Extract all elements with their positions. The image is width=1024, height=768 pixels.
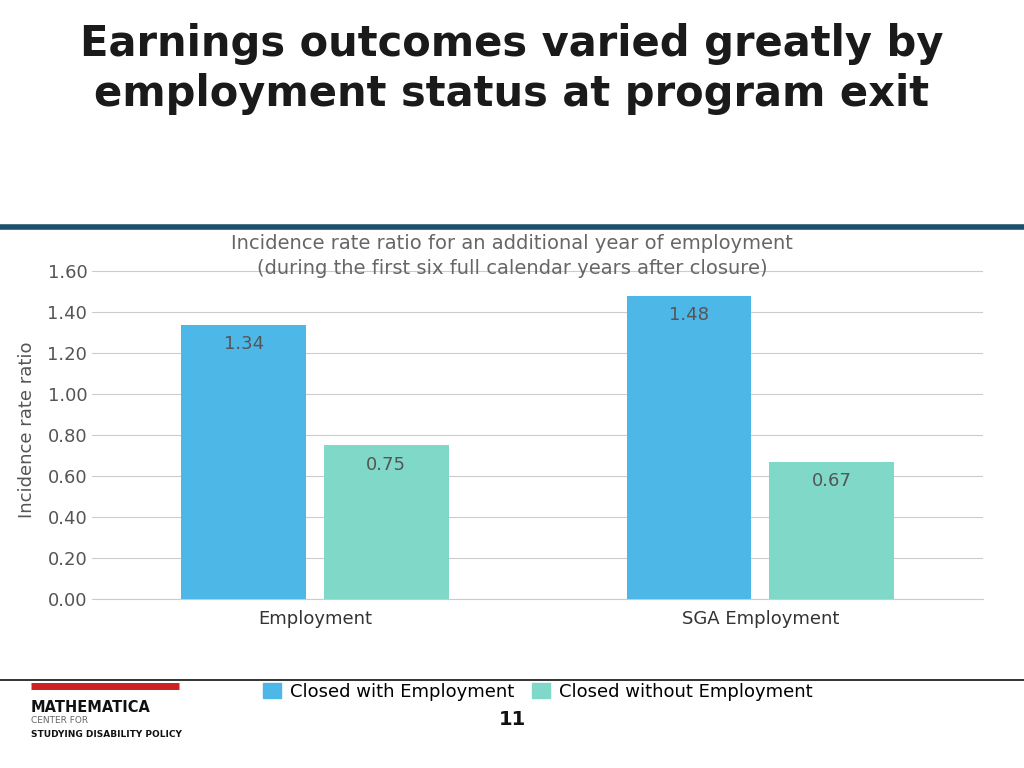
Text: MATHEMATICA: MATHEMATICA	[31, 700, 151, 716]
Bar	[324, 445, 449, 599]
Text: 1.48: 1.48	[669, 306, 709, 324]
Bar	[181, 325, 306, 599]
Legend: Closed with Employment, Closed without Employment: Closed with Employment, Closed without E…	[255, 676, 820, 708]
Y-axis label: Incidence rate ratio: Incidence rate ratio	[18, 342, 36, 518]
Bar	[769, 462, 894, 599]
Text: 1.34: 1.34	[223, 335, 263, 353]
Text: Earnings outcomes varied greatly by
employment status at program exit: Earnings outcomes varied greatly by empl…	[80, 23, 944, 115]
Text: Incidence rate ratio for an additional year of employment
(during the first six : Incidence rate ratio for an additional y…	[231, 234, 793, 278]
Text: 0.67: 0.67	[812, 472, 852, 490]
Text: 11: 11	[499, 710, 525, 729]
Text: CENTER FOR: CENTER FOR	[31, 716, 88, 725]
Bar	[627, 296, 752, 599]
Text: 0.75: 0.75	[367, 455, 407, 474]
Text: STUDYING DISABILITY POLICY: STUDYING DISABILITY POLICY	[31, 730, 181, 739]
